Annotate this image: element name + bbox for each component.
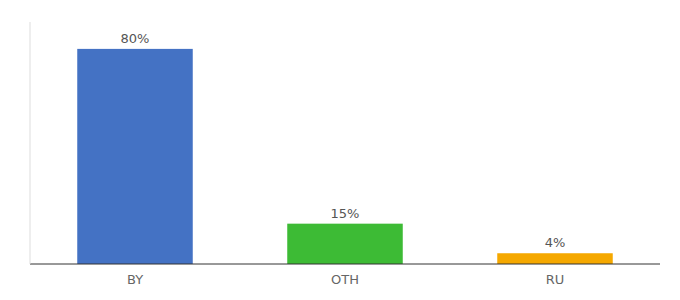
axes: BY OTH RU	[30, 22, 660, 287]
data-label: 4%	[545, 235, 566, 250]
x-axis-line	[30, 264, 660, 265]
x-tick-label: OTH	[331, 272, 359, 287]
bars	[77, 49, 613, 264]
chart-svg: 80% 15% 4% BY OTH RU	[0, 0, 680, 300]
x-tick-label: BY	[127, 272, 143, 287]
bar	[287, 224, 403, 264]
chart-container: 80% 15% 4% BY OTH RU	[0, 0, 680, 300]
data-label: 80%	[121, 31, 150, 46]
data-labels: 80% 15% 4%	[121, 31, 566, 250]
data-label: 15%	[331, 206, 360, 221]
x-tick-label: RU	[546, 272, 565, 287]
bar	[497, 253, 613, 264]
y-axis-line	[30, 22, 31, 264]
bar	[77, 49, 193, 264]
